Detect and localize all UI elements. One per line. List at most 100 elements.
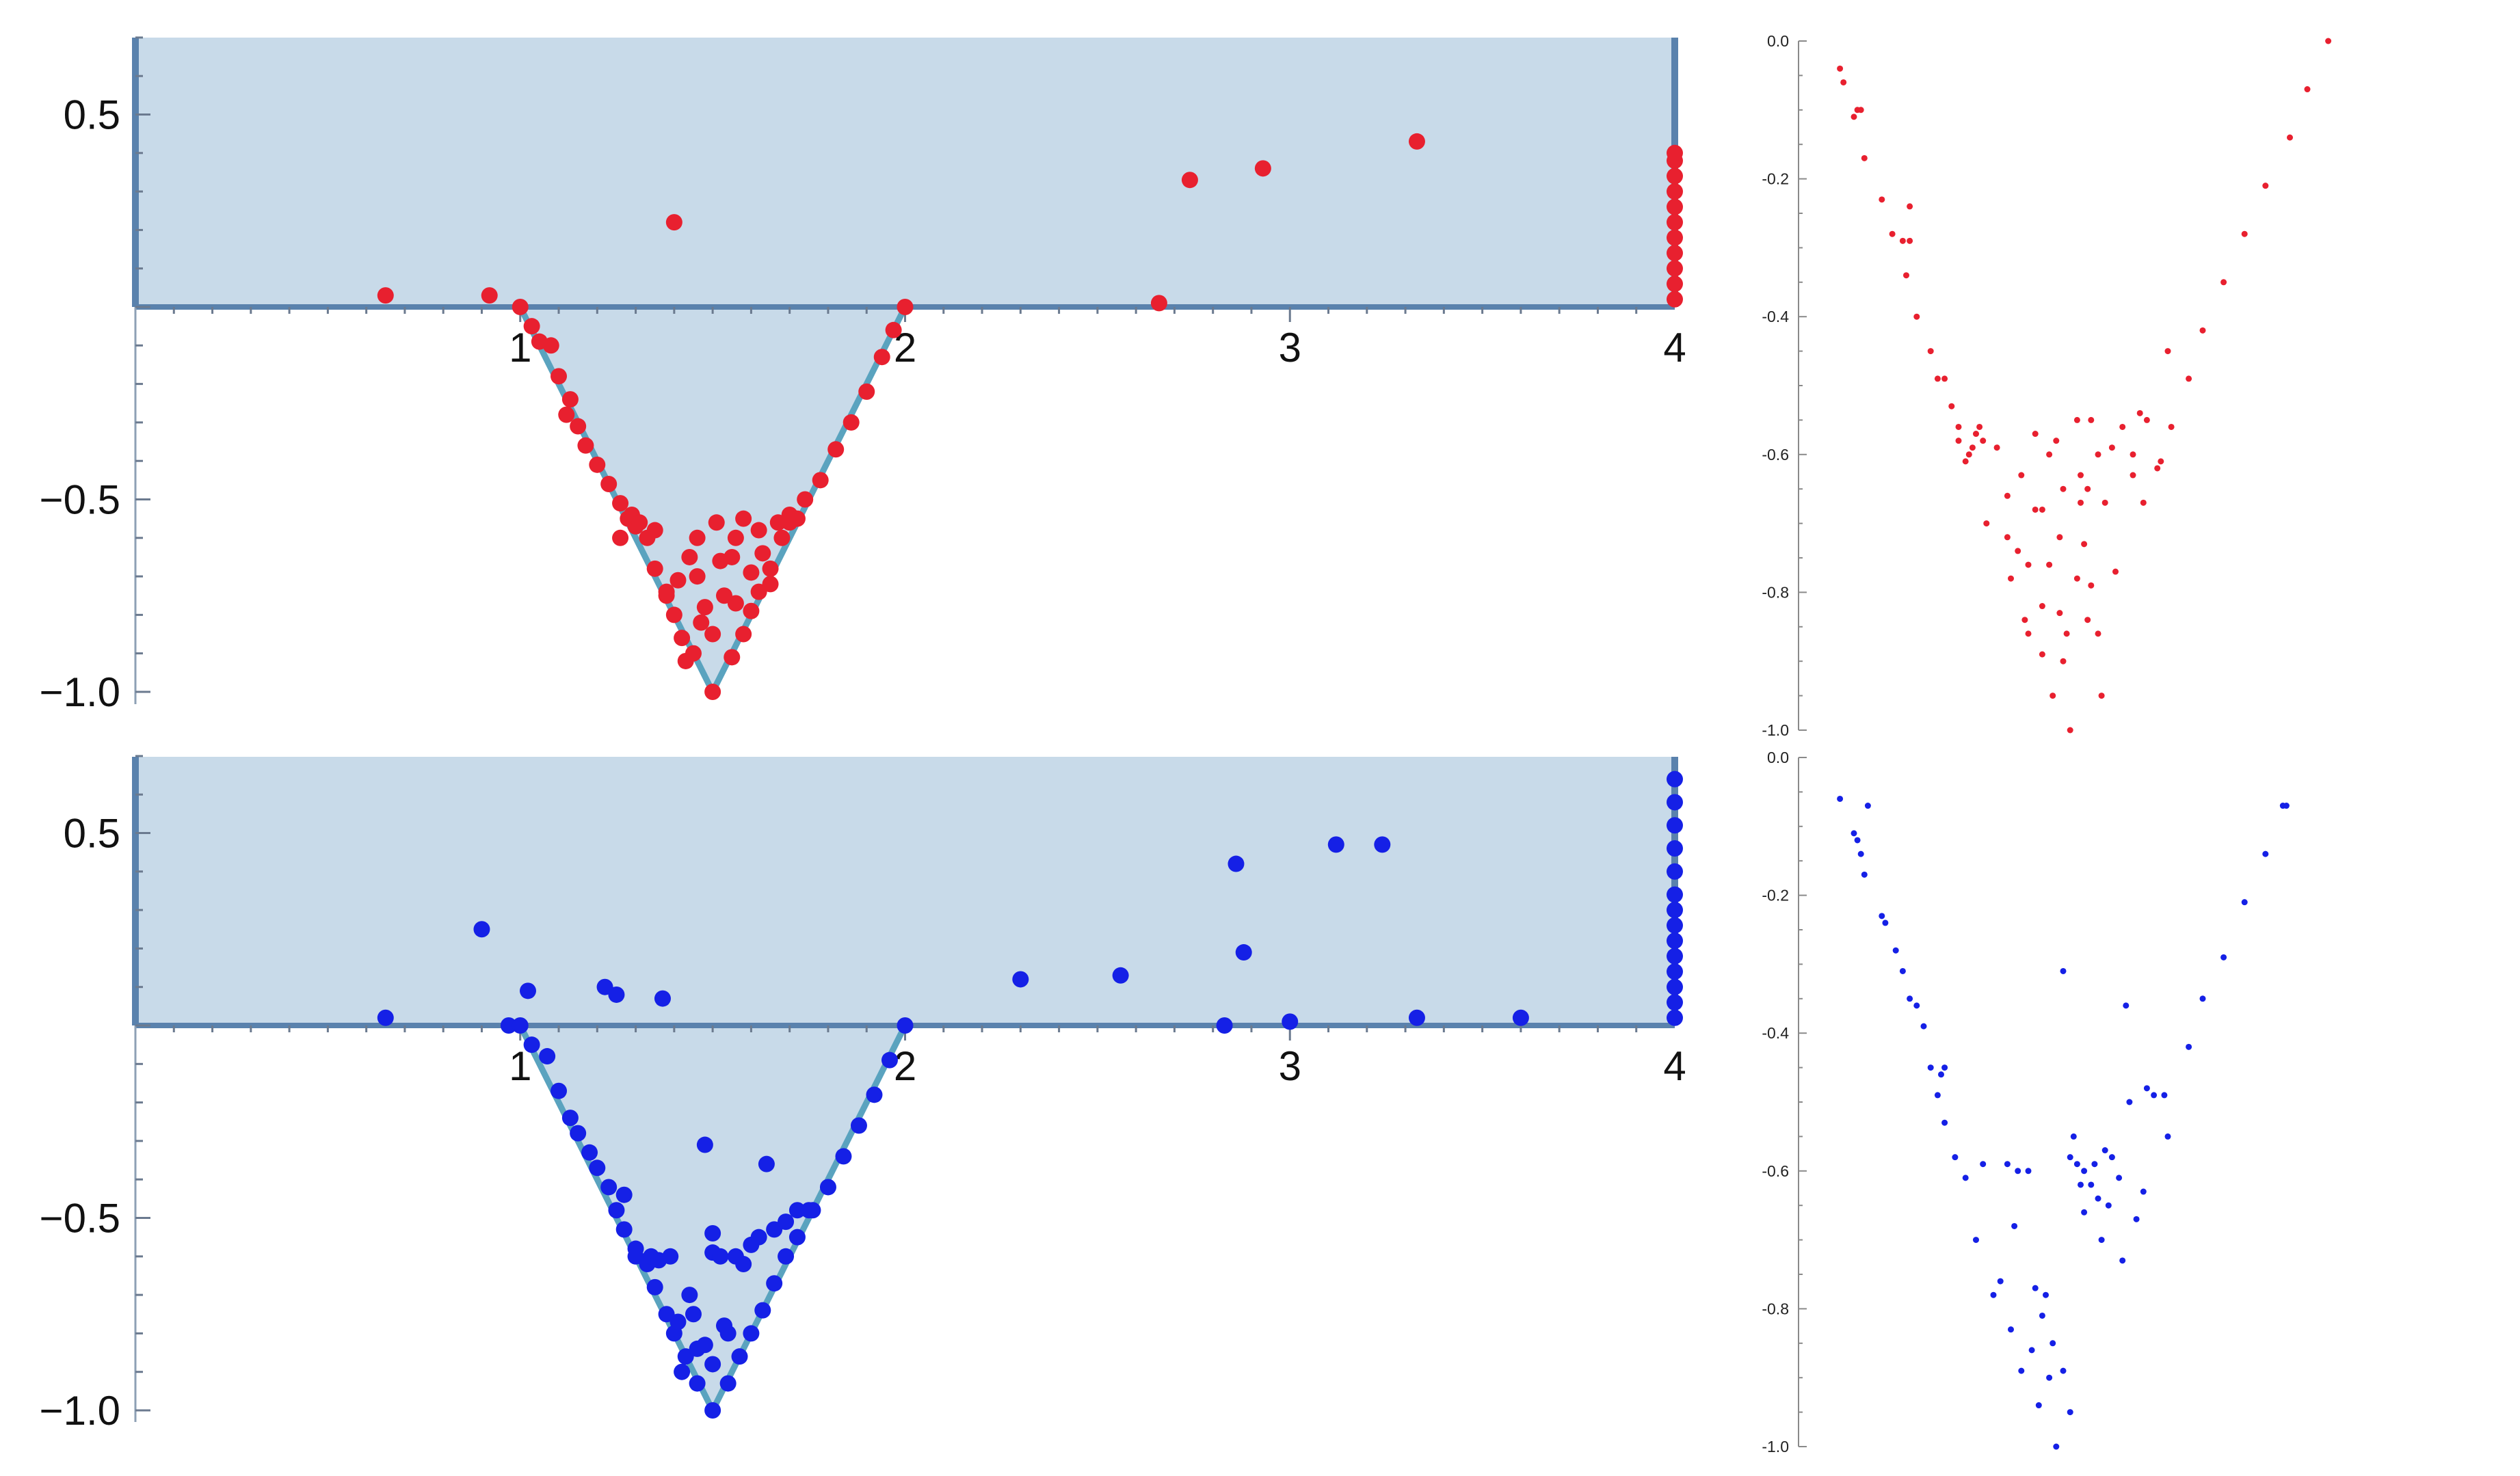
data-point <box>646 522 663 539</box>
data-point <box>2039 603 2045 610</box>
data-point <box>2084 617 2091 623</box>
data-point <box>1907 237 1913 244</box>
data-point <box>850 1117 867 1134</box>
data-point <box>750 583 767 600</box>
data-point <box>724 548 741 565</box>
data-point <box>646 1278 663 1296</box>
y-tick-label: -0.4 <box>1762 1024 1789 1042</box>
data-point <box>858 383 875 400</box>
chart-bottom-left: 1 2 3 40.5−0.5−1.0 <box>40 755 1686 1434</box>
data-point <box>873 349 890 366</box>
x-tick-label: 2 <box>894 1043 916 1089</box>
data-point <box>658 587 675 604</box>
data-point <box>1938 1071 1944 1078</box>
data-point <box>674 1363 691 1380</box>
data-point <box>1879 196 1885 203</box>
data-point <box>897 299 914 315</box>
data-point <box>766 1275 783 1292</box>
data-point <box>523 1036 540 1054</box>
data-point <box>2161 1092 2168 1099</box>
data-point <box>731 1348 748 1365</box>
data-point <box>1667 198 1683 215</box>
data-point <box>2039 1312 2045 1319</box>
data-point <box>2046 1374 2053 1381</box>
data-point <box>589 456 606 473</box>
data-point <box>2116 1175 2123 1181</box>
data-point <box>1667 963 1683 980</box>
data-point <box>2262 850 2269 857</box>
data-point <box>681 1287 698 1304</box>
data-point <box>2084 485 2091 492</box>
data-point <box>778 1213 795 1231</box>
data-point <box>2053 1443 2060 1450</box>
data-point <box>2119 1257 2126 1264</box>
data-point <box>674 630 691 647</box>
data-point <box>1980 1161 1987 1168</box>
data-point <box>658 1306 675 1323</box>
data-point <box>608 1202 625 1219</box>
data-point <box>2108 1154 2115 1161</box>
data-point <box>758 1155 775 1172</box>
data-point <box>2136 410 2143 416</box>
data-point <box>1857 107 1864 113</box>
data-point <box>1667 229 1683 246</box>
data-point <box>481 287 498 304</box>
data-point <box>570 418 587 435</box>
data-point <box>1857 850 1864 857</box>
data-point <box>2060 485 2067 492</box>
data-point <box>2060 967 2067 974</box>
data-point <box>773 529 791 546</box>
data-point <box>2067 727 2073 734</box>
data-point <box>735 1256 752 1273</box>
data-point <box>1907 995 1913 1002</box>
data-point <box>812 472 829 489</box>
data-point <box>2056 610 2063 617</box>
y-tick-label: −1.0 <box>40 1388 120 1434</box>
data-point <box>2073 1161 2080 1168</box>
data-point <box>2283 803 2290 809</box>
data-point <box>769 514 786 531</box>
data-point <box>704 1402 721 1419</box>
data-point <box>897 1017 914 1034</box>
data-point <box>2053 438 2060 444</box>
data-point <box>1993 444 2000 451</box>
data-point <box>1216 1017 1233 1034</box>
data-point <box>2088 1181 2095 1188</box>
data-point <box>2004 1161 2011 1168</box>
data-point <box>735 626 752 643</box>
data-point <box>1973 1237 1979 1244</box>
shaded-region <box>135 757 1675 1410</box>
data-point <box>1667 840 1683 857</box>
data-point <box>2008 1326 2014 1333</box>
data-point <box>2067 1154 2073 1161</box>
data-point <box>1150 295 1167 312</box>
data-point <box>788 1202 806 1219</box>
data-point <box>662 1248 679 1265</box>
data-point <box>2032 431 2039 438</box>
chart-bottom-right: 0.0 -0.2 -0.4 -0.6 -0.8 -1.0 <box>1762 749 2290 1455</box>
y-tick-label: 0.5 <box>64 811 120 857</box>
data-point <box>542 337 559 354</box>
data-point <box>800 1202 817 1219</box>
data-point <box>1851 113 1857 120</box>
shaded-region <box>135 38 1675 692</box>
data-point <box>2046 561 2053 568</box>
data-point <box>727 529 744 546</box>
data-point <box>2028 1347 2035 1354</box>
data-point <box>754 1302 771 1319</box>
x-tick-label: 4 <box>1663 1043 1686 1089</box>
data-point <box>627 1248 644 1265</box>
data-point <box>2186 375 2192 382</box>
data-point <box>2130 451 2136 458</box>
data-point <box>1408 133 1425 150</box>
data-point <box>2220 279 2227 286</box>
data-point <box>1973 431 1979 438</box>
data-point <box>1907 203 1913 210</box>
y-tick-label: −0.5 <box>40 1196 120 1242</box>
data-point <box>561 391 579 408</box>
data-point <box>1374 836 1391 853</box>
data-point <box>2151 1092 2158 1099</box>
data-point <box>1980 438 1987 444</box>
data-point <box>2073 575 2080 582</box>
data-point <box>2043 1291 2049 1298</box>
